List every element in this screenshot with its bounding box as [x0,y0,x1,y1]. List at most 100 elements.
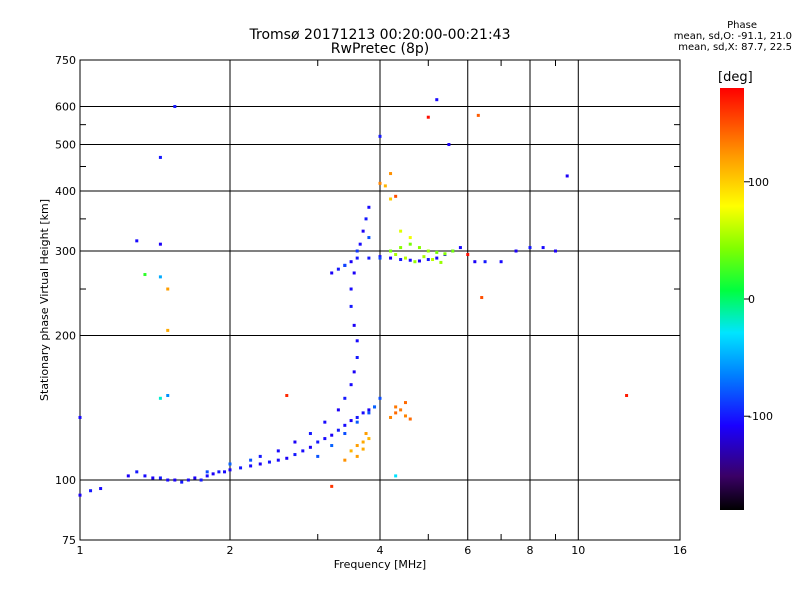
data-point [186,478,190,482]
data-point [389,172,393,176]
data-point [228,468,232,472]
data-point [355,249,359,253]
colorbar-tick-label: 100 [748,176,769,189]
data-point [349,287,353,291]
data-point [323,437,327,441]
data-point [158,242,162,246]
x-tick-label: 10 [571,544,585,557]
data-point [323,420,327,424]
data-point [205,470,209,474]
data-point [553,249,557,253]
data-point [285,394,289,398]
data-point [358,242,362,246]
x-tick-label: 6 [464,544,471,557]
data-point [364,432,368,436]
data-point [364,217,368,221]
data-point [180,480,184,484]
data-point [336,428,340,432]
data-point [514,249,518,253]
data-point [267,460,271,464]
data-point [151,476,155,480]
data-point [367,437,371,441]
data-point [361,411,365,415]
data-point [403,401,407,405]
data-point [378,181,382,185]
y-tick-label: 300 [55,245,76,258]
data-point [199,478,203,482]
data-point [166,328,170,332]
data-point [435,98,439,102]
data-point [483,260,487,264]
data-point [316,454,320,458]
data-point [217,470,221,474]
data-point [78,493,82,497]
data-point [394,194,398,198]
data-point [355,355,359,359]
data-point [383,184,387,188]
data-point [361,440,365,444]
data-point [408,417,412,421]
data-point [330,484,334,488]
data-point [330,444,334,448]
data-point [349,260,353,264]
data-point [451,249,455,253]
data-point [417,259,421,263]
data-point [389,256,393,260]
x-tick-label: 1 [77,544,84,557]
data-point [435,256,439,260]
data-point [126,474,130,478]
data-point [528,246,532,250]
y-tick-label: 75 [62,534,76,547]
data-point [166,287,170,291]
data-point [211,472,215,476]
data-point [301,449,305,453]
data-point [330,433,334,437]
data-point [408,242,412,246]
chart-subtitle: RwPretec (8p) [330,41,430,57]
data-point [193,476,197,480]
data-point [249,458,253,462]
data-point [158,155,162,159]
y-tick-label: 100 [55,474,76,487]
data-point [355,454,359,458]
colorbar-ticks: 100 0 -100 [744,176,773,423]
data-point [408,258,412,262]
data-point [466,253,470,257]
data-point [473,260,477,264]
data-point [399,246,403,250]
data-point [373,405,377,409]
data-point [276,458,280,462]
data-point [166,394,170,398]
grid [80,60,680,540]
data-point [439,260,443,264]
data-point [426,249,430,253]
data-point [143,474,147,478]
data-point [389,415,393,419]
data-point [249,464,253,468]
data-point [258,462,262,466]
data-point [343,432,347,436]
data-point [349,449,353,453]
data-point [158,396,162,400]
data-point [378,396,382,400]
minor-ticks [80,60,680,540]
y-tick-label: 200 [55,330,76,343]
x-tick-label: 2 [227,544,234,557]
phase-line-x: mean, sd,X: 87.7, 22.5 [678,42,792,53]
data-point [389,197,393,201]
y-tick-label: 600 [55,101,76,114]
data-point [173,105,177,109]
data-points [78,98,629,497]
data-point [499,260,503,264]
colorbar-tick-label: -100 [748,410,773,423]
data-point [367,411,371,415]
data-point [173,478,177,482]
data-point [443,252,447,256]
data-point [426,258,430,262]
data-point [99,487,103,491]
data-point [426,115,430,119]
phase-heading: Phase [727,20,757,31]
data-point [78,415,82,419]
data-point [403,414,407,418]
x-axis-label: Frequency [MHz] [334,558,426,571]
